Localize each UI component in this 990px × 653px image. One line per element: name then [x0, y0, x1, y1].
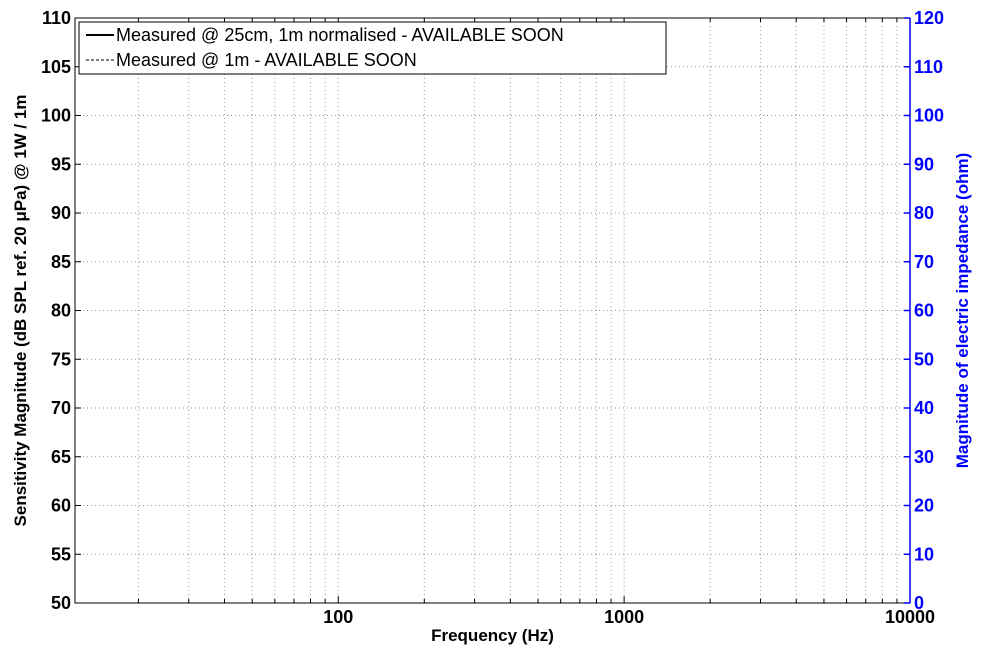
left-y-tick-label: 105: [41, 57, 71, 77]
left-y-tick-label: 95: [51, 154, 71, 174]
left-y-axis-label: Sensitivity Magnitude (dB SPL ref. 20 μP…: [11, 95, 30, 527]
right-y-tick-label: 110: [914, 57, 943, 77]
right-y-tick-label: 80: [914, 203, 934, 223]
right-y-tick-label: 10: [914, 544, 934, 564]
right-y-tick-label: 90: [914, 154, 934, 174]
plot-area: [74, 17, 911, 604]
left-y-tick-label: 85: [51, 252, 71, 272]
right-y-tick-label: 40: [914, 398, 934, 418]
left-y-tick-label: 70: [51, 398, 71, 418]
left-y-tick-label: 65: [51, 447, 71, 467]
right-y-tick-label: 0: [914, 593, 924, 613]
legend-entry-25cm: Measured @ 25cm, 1m normalised - AVAILAB…: [116, 25, 564, 45]
left-y-tick-label: 80: [51, 301, 71, 321]
x-axis-label: Frequency (Hz): [431, 626, 554, 645]
x-tick-label: 10000: [885, 607, 935, 627]
left-y-tick-label: 90: [51, 203, 71, 223]
left-y-tick-label: 100: [41, 106, 71, 126]
right-y-tick-label: 100: [914, 106, 944, 126]
right-y-axis: 0 10 20 30 40 50 60 70 80 90 100 110 120: [904, 8, 944, 613]
right-y-tick-label: 60: [914, 301, 934, 321]
right-y-tick-label: 50: [914, 349, 934, 369]
left-y-axis: 50 55 60 65 70 75 80 85 90 95 100 105 110: [41, 8, 81, 613]
x-axis: 100 1000 10000: [137, 18, 935, 627]
right-y-axis-label: Magnitude of electric impedance (ohm): [953, 153, 972, 469]
left-y-tick-label: 110: [42, 8, 71, 28]
right-y-tick-label: 20: [914, 496, 934, 516]
x-tick-label: 1000: [604, 607, 644, 627]
right-y-tick-label: 120: [914, 8, 944, 28]
left-y-tick-label: 75: [51, 349, 71, 369]
legend: Measured @ 25cm, 1m normalised - AVAILAB…: [78, 21, 667, 75]
x-tick-label: 100: [323, 607, 353, 627]
left-y-tick-label: 55: [51, 544, 71, 564]
legend-entry-1m: Measured @ 1m - AVAILABLE SOON: [116, 50, 417, 70]
left-y-tick-label: 50: [51, 593, 71, 613]
legend-box: [78, 21, 667, 75]
grid: [75, 18, 910, 603]
left-y-tick-label: 60: [51, 496, 71, 516]
right-y-tick-label: 30: [914, 447, 934, 467]
right-y-tick-label: 70: [914, 252, 934, 272]
